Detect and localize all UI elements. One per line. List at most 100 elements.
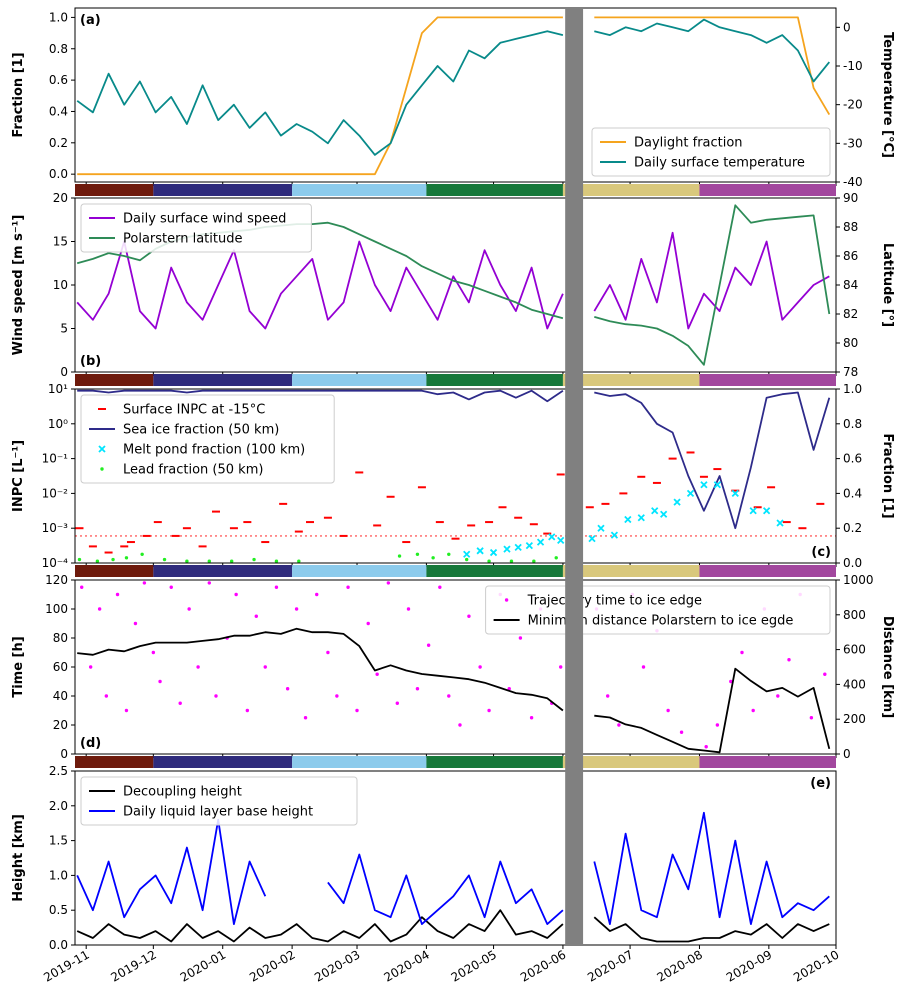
marker [823,672,827,676]
legend: Surface INPC at -15°C Sea ice fraction (5… [80,394,335,484]
y2-tick-label: 0.4 [843,486,862,500]
marker [303,716,308,720]
x-tick-label: 2019-12 [108,947,158,984]
y2-tick-label: -40 [843,175,863,189]
legend-label: Daily surface temperature [634,156,805,171]
y2-axis-label: Temperature [°C] [880,32,895,158]
marker [426,643,431,647]
marker [532,559,536,563]
marker [679,730,684,734]
y-tick-label: 120 [45,573,68,587]
legend-label: Trajectory time to ice edge [527,594,702,609]
marker [464,557,469,562]
marker [285,687,290,691]
marker [229,559,234,563]
y-tick-label: 2.5 [49,764,68,778]
y-axis-label: Wind speed [m s⁻¹] [11,215,26,356]
legend-box [591,127,831,177]
y-tick-label: 10⁻⁴ [42,556,69,570]
y-axis-label: INPC [L⁻¹] [11,440,26,512]
y-tick-label: 0.2 [49,136,68,150]
marker [88,665,93,669]
period-bar [75,184,154,196]
panel-label: (a) [80,13,101,28]
y2-tick-label: -10 [843,59,863,73]
marker [666,708,670,713]
marker [214,694,218,698]
marker [700,481,708,489]
marker [185,559,189,563]
marker [503,545,511,553]
marker [548,533,556,541]
y-tick-label: 2.0 [49,799,68,813]
marker [487,559,491,563]
marker [415,552,420,556]
marker [489,548,498,557]
marker [133,621,138,626]
marker [140,552,144,556]
period-bar [292,184,427,196]
period-bar [292,756,427,768]
marker [606,694,610,698]
marker [624,515,632,524]
plot-frame [74,770,837,946]
marker [588,535,596,543]
marker [274,559,279,563]
marker [254,614,258,618]
panel: 0 20 40 60 80 100 120 0 200 400 600 800 1000 Time [h]… [11,573,895,768]
marker [124,708,129,713]
x-tick-label: 2020-04 [381,947,431,984]
marker [776,694,780,698]
y2-tick-label: 0 [843,747,851,761]
y-axis-label: Fraction [1] [11,52,26,137]
marker [787,658,791,662]
legend: Daily surface wind speed Polarstern latit… [80,203,312,253]
y-tick-label: 40 [53,689,68,703]
series-line [76,811,830,925]
y-tick-label: 1.5 [49,834,68,848]
y-tick-label: 0 [60,747,68,761]
marker [514,543,522,551]
period-bar [75,756,154,768]
legend-label: Daily surface wind speed [123,212,286,227]
period-bar [153,184,293,196]
period-bar [75,374,154,386]
y2-tick-label: 0.8 [843,417,862,431]
y-tick-label: 0.6 [49,73,68,87]
y-tick-label: 10⁻³ [42,521,69,535]
y-tick-label: 10⁻¹ [42,452,69,466]
marker [536,538,545,546]
plot-frame [74,579,837,755]
series-line [77,389,831,530]
legend-label: Daily liquid layer base height [123,805,313,820]
marker [158,679,162,684]
marker [297,559,301,563]
legend-label: Daylight fraction [634,136,743,151]
period-bar [153,374,293,386]
x-tick-label: 2019-11 [41,947,91,984]
y2-tick-label: 90 [843,191,858,205]
marker [637,514,645,522]
panel: 0.0 0.5 1.0 1.5 2.0 2.5 2019-11 2019-12 2020-01 2… [11,764,842,985]
marker [245,708,250,713]
legend-label: Surface INPC at -15°C [123,403,265,418]
marker [415,687,420,691]
period-bar [699,756,836,768]
period-bar [292,565,427,577]
marker [80,585,84,589]
marker [476,547,484,555]
marker [346,585,350,589]
marker [729,679,733,684]
y-tick-label: 10¹ [48,382,68,396]
legend-label: Lead fraction (50 km) [123,463,263,478]
legend: Daylight fraction Daily surface temperatu… [591,127,831,177]
marker [467,614,471,618]
y2-tick-label: 88 [843,220,858,234]
x-tick-label: 2020-05 [449,947,499,984]
marker [104,694,109,698]
x-tick-label: 2020-10 [791,947,841,984]
legend-label: Sea ice fraction (50 km) [123,423,279,438]
period-bar [153,565,293,577]
panel-label: (c) [811,545,831,560]
y-tick-label: 100 [45,602,68,616]
